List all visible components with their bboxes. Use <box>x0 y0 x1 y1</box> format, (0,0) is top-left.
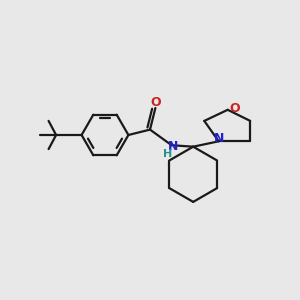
Text: H: H <box>163 148 172 159</box>
Text: N: N <box>214 132 224 146</box>
Text: O: O <box>229 102 240 115</box>
Text: N: N <box>168 140 178 153</box>
Text: O: O <box>150 96 161 109</box>
